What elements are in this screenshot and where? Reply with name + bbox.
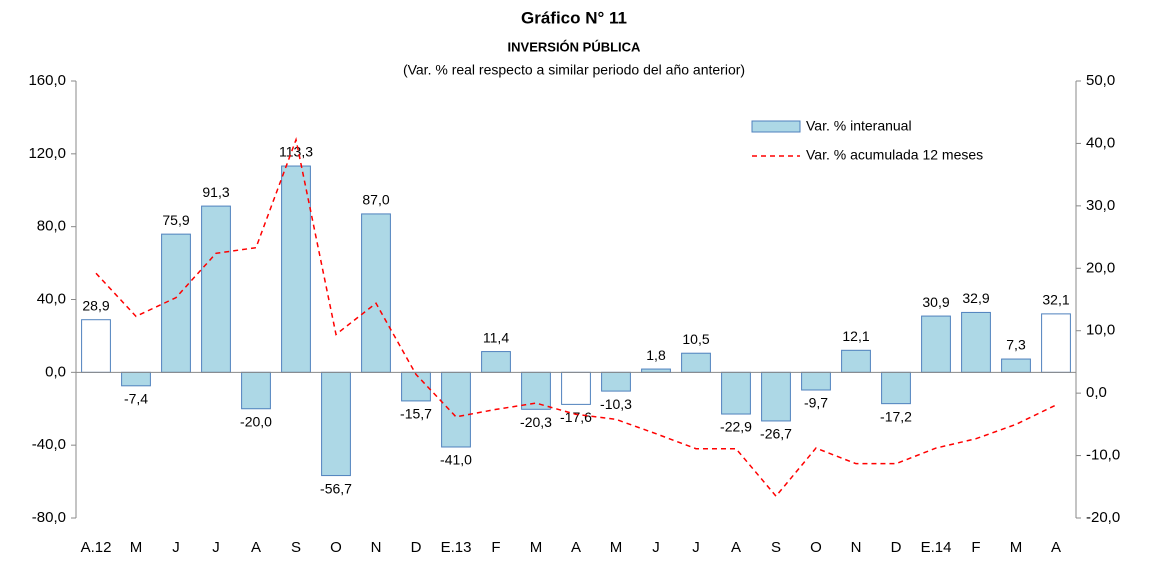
data-label: 32,1 [1042,292,1069,308]
legend-label: Var. % interanual [806,118,912,134]
bar [281,165,311,373]
data-label: 1,8 [646,347,666,363]
bar [241,371,271,410]
x-tick-label: M [1010,539,1023,556]
y-tick-label: 160,0 [28,72,66,89]
x-tick-label: N [851,539,862,556]
y2-tick-label: 50,0 [1086,72,1115,89]
x-tick-label: M [610,539,623,556]
bar [841,349,871,373]
y2-tick-label: -20,0 [1086,509,1120,526]
bar [121,371,151,387]
chart-subtitle: INVERSIÓN PÚBLICA [508,39,642,54]
y2-tick-label: 40,0 [1086,134,1115,151]
bar [81,319,111,373]
bar [1001,358,1031,373]
x-tick-label: A [731,539,741,556]
data-label: 11,4 [483,329,509,345]
x-tick-label: F [971,539,980,556]
legend-label: Var. % acumulada 12 meses [806,147,983,163]
x-tick-label: J [172,539,180,556]
y2-tick-label: 0,0 [1086,384,1107,401]
y-tick-label: 40,0 [37,290,66,307]
y-tick-label: 80,0 [37,218,66,235]
data-label: 113,3 [279,144,313,160]
data-label: -10,3 [600,396,632,412]
x-tick-label: M [130,539,143,556]
bar [601,371,631,392]
x-tick-label: S [771,539,781,556]
y-tick-label: 0,0 [45,363,66,380]
y2-tick-label: 10,0 [1086,322,1115,339]
bar [801,371,831,391]
bar [361,213,391,373]
x-tick-label: D [411,539,422,556]
y2-tick-label: 30,0 [1086,197,1115,214]
x-tick-label: F [491,539,500,556]
data-label: -56,7 [320,480,352,496]
x-tick-label: S [291,539,301,556]
bar [721,371,751,415]
data-label: -22,9 [720,419,752,435]
data-label: -7,4 [124,391,148,407]
x-tick-label: J [652,539,660,556]
chart-note: (Var. % real respecto a similar periodo … [403,62,745,78]
data-label: -15,7 [400,406,432,422]
bar [681,352,711,373]
data-label: 7,3 [1006,337,1026,353]
bar [921,315,951,373]
x-tick-label: O [810,539,822,556]
x-tick-label: E.14 [921,539,952,556]
line [95,136,1057,498]
x-tick-label: M [530,539,543,556]
data-label: 32,9 [962,290,989,306]
y-tick-label: -40,0 [32,436,66,453]
data-label: -20,3 [520,414,552,430]
bar [201,205,231,373]
data-label: 30,9 [922,294,949,310]
x-tick-label: E.13 [441,539,472,556]
bar [161,233,191,373]
bar [481,351,511,373]
x-tick-label: A [1051,539,1061,556]
bar [401,371,431,402]
bar [321,371,351,477]
data-label: -20,0 [240,413,272,429]
y2-tick-label: 20,0 [1086,259,1115,276]
y2-tick-label: -10,0 [1086,447,1120,464]
data-label: -26,7 [760,426,792,442]
chart-title: Gráfico N° 11 [521,8,627,27]
bar [521,371,551,410]
bar [561,371,591,405]
x-tick-label: A [251,539,261,556]
x-tick-label: D [891,539,902,556]
x-tick-label: J [692,539,700,556]
data-label: 10,5 [682,331,709,347]
data-label: 12,1 [842,328,869,344]
data-label: 75,9 [162,212,189,228]
x-tick-label: N [371,539,382,556]
bar [961,311,991,373]
bar [761,371,791,422]
data-label: -41,0 [440,452,472,468]
x-tick-label: A.12 [81,539,112,556]
bar [881,371,911,405]
data-label: -17,2 [880,408,912,424]
bar [1041,313,1071,373]
data-label: 28,9 [82,297,109,313]
data-label: 91,3 [202,184,229,200]
x-tick-label: A [571,539,581,556]
data-label: -17,6 [560,409,592,425]
bar [441,371,471,448]
x-tick-label: J [212,539,220,556]
y-tick-label: -80,0 [32,509,66,526]
x-tick-label: O [330,539,342,556]
y-tick-label: 120,0 [28,145,66,162]
legend-swatch [751,120,801,133]
data-label: -9,7 [804,395,828,411]
data-label: 87,0 [362,192,389,208]
